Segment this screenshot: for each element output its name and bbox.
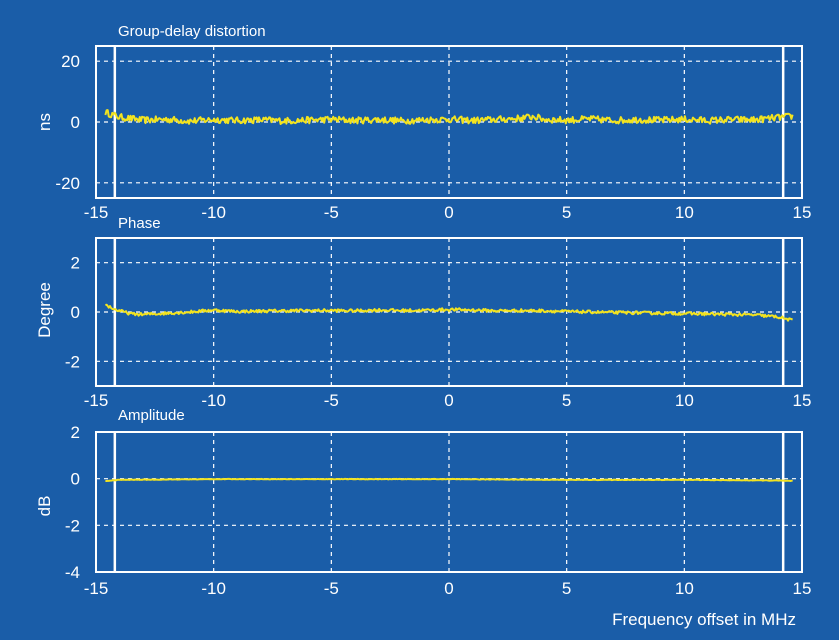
y-axis-label: ns (35, 113, 54, 131)
panel-title: Group-delay distortion (118, 23, 266, 40)
x-tick-label: -15 (84, 203, 109, 222)
x-tick-label: 5 (562, 579, 571, 598)
panel-title: Amplitude (118, 407, 185, 424)
x-tick-label: -5 (324, 203, 339, 222)
x-tick-label: 10 (675, 579, 694, 598)
panel-title: Phase (118, 215, 161, 232)
y-tick-label: 20 (61, 52, 80, 71)
x-axis-label: Frequency offset in MHz (612, 610, 796, 629)
x-tick-label: 15 (793, 203, 812, 222)
series-line (105, 303, 793, 322)
x-tick-label: 5 (562, 203, 571, 222)
x-tick-label: 0 (444, 579, 453, 598)
x-tick-label: -15 (84, 579, 109, 598)
x-tick-label: -10 (201, 391, 226, 410)
x-tick-label: 0 (444, 391, 453, 410)
y-axis-label: dB (35, 496, 54, 517)
x-tick-label: -10 (201, 203, 226, 222)
x-tick-label: -15 (84, 391, 109, 410)
x-tick-label: 10 (675, 203, 694, 222)
y-tick-label: 2 (71, 423, 80, 442)
series-line (105, 477, 793, 482)
x-tick-label: -5 (324, 391, 339, 410)
x-tick-label: 15 (793, 391, 812, 410)
y-tick-label: 2 (71, 254, 80, 273)
y-axis-label: Degree (35, 282, 54, 338)
y-tick-label: -20 (55, 174, 80, 193)
x-tick-label: -10 (201, 579, 226, 598)
y-tick-label: -4 (65, 563, 80, 582)
x-tick-label: 5 (562, 391, 571, 410)
x-tick-label: -5 (324, 579, 339, 598)
y-tick-label: 0 (71, 113, 80, 132)
y-tick-label: 0 (71, 470, 80, 489)
x-tick-label: 10 (675, 391, 694, 410)
y-tick-label: -2 (65, 516, 80, 535)
group-delay-panel: Group-delay distortion ns -15 -10 -5 0 5 10 15… (35, 23, 811, 222)
x-tick-label: 15 (793, 579, 812, 598)
y-tick-label: -2 (65, 352, 80, 371)
y-tick-label: 0 (71, 303, 80, 322)
x-tick-label: 0 (444, 203, 453, 222)
series-line (104, 109, 794, 125)
